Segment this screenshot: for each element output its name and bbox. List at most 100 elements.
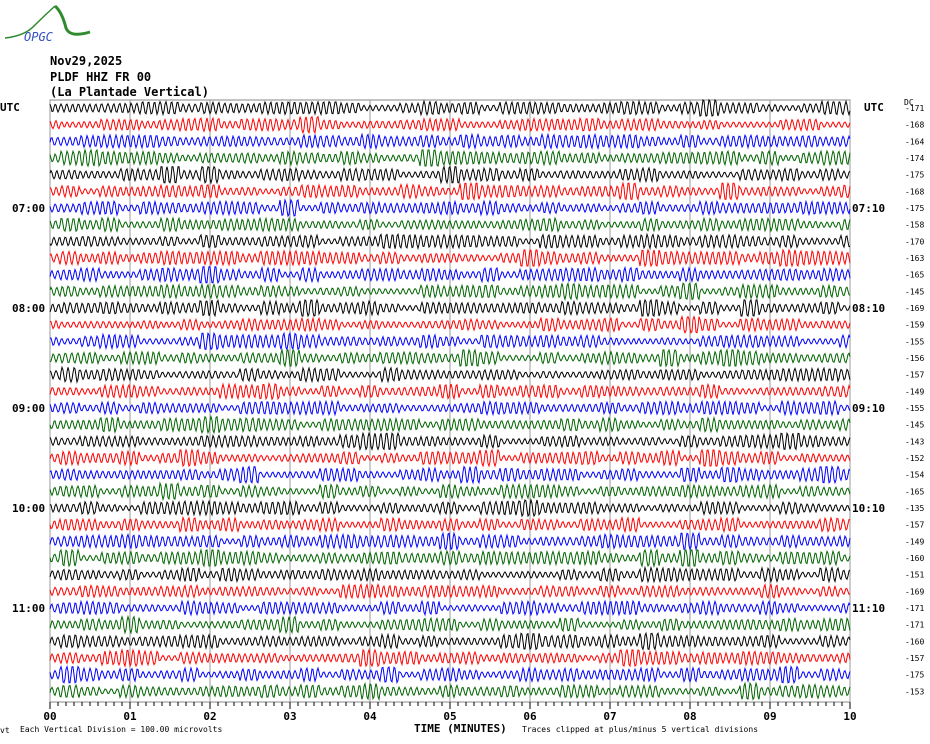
dc-offset-label: -175 bbox=[905, 204, 924, 213]
dc-offset-label: -145 bbox=[905, 421, 924, 430]
right-hour-label: 08:10 bbox=[852, 302, 885, 315]
dc-offset-label: -155 bbox=[905, 337, 924, 346]
x-tick-label: 03 bbox=[283, 710, 296, 723]
dc-offset-label: -149 bbox=[905, 387, 924, 396]
left-hour-label: 09:00 bbox=[12, 402, 45, 415]
dc-offset-label: -155 bbox=[905, 404, 924, 413]
x-tick-label: 10 bbox=[843, 710, 856, 723]
left-utc-title: UTC bbox=[0, 101, 20, 114]
x-tick-label: 08 bbox=[683, 710, 696, 723]
trace-row-3 bbox=[49, 148, 851, 168]
trace-row-21 bbox=[49, 448, 851, 468]
trace-row-30 bbox=[49, 599, 851, 617]
trace-row-8 bbox=[49, 232, 851, 251]
dc-offset-label: -169 bbox=[905, 587, 924, 596]
x-tick-label: 09 bbox=[763, 710, 776, 723]
right-hour-label: 10:10 bbox=[852, 502, 885, 515]
dc-offset-label: -171 bbox=[905, 621, 924, 630]
dc-offset-label: -171 bbox=[905, 104, 924, 113]
date-label: Nov29,2025 bbox=[50, 54, 122, 68]
trace-row-18 bbox=[49, 399, 851, 417]
x-tick-label: 01 bbox=[123, 710, 137, 723]
right-hour-label: 07:10 bbox=[852, 202, 885, 215]
x-tick-label: 07 bbox=[603, 710, 616, 723]
trace-row-25 bbox=[49, 515, 851, 534]
trace-row-6 bbox=[49, 198, 851, 218]
trace-row-14 bbox=[49, 331, 851, 351]
trace-row-26 bbox=[49, 531, 851, 552]
location-label: (La Plantade Vertical) bbox=[50, 85, 209, 99]
dc-offset-label: -171 bbox=[905, 604, 924, 613]
dc-offset-label: -175 bbox=[905, 171, 924, 180]
trace-row-20 bbox=[49, 431, 851, 452]
x-tick-label: 06 bbox=[523, 710, 537, 723]
dc-offset-label: -157 bbox=[905, 654, 924, 663]
trace-row-10 bbox=[49, 265, 851, 285]
trace-row-19 bbox=[49, 414, 851, 435]
trace-row-24 bbox=[49, 498, 851, 518]
scale-note: Each Vertical Division = 100.00 microvol… bbox=[20, 725, 222, 734]
dc-offset-label: -156 bbox=[905, 354, 924, 363]
dc-offset-label: -168 bbox=[905, 121, 924, 130]
trace-row-28 bbox=[49, 565, 851, 584]
trace-row-12 bbox=[49, 298, 851, 318]
dc-offset-label: -149 bbox=[905, 537, 924, 546]
trace-row-33 bbox=[49, 648, 851, 668]
dc-offset-label: -165 bbox=[905, 271, 924, 280]
trace-row-7 bbox=[49, 216, 851, 234]
trace-row-29 bbox=[49, 582, 851, 600]
trace-row-0 bbox=[49, 98, 851, 117]
svg-text:OPGC: OPGC bbox=[24, 30, 54, 44]
station-label: PLDF HHZ FR 00 bbox=[50, 70, 151, 84]
dc-offset-label: -145 bbox=[905, 287, 924, 296]
trace-row-27 bbox=[49, 548, 851, 568]
x-tick-label: 04 bbox=[363, 710, 377, 723]
trace-row-31 bbox=[49, 614, 851, 635]
x-tick-label: 02 bbox=[203, 710, 216, 723]
corner-mark: vt bbox=[0, 726, 10, 735]
dc-offset-label: -143 bbox=[905, 437, 924, 446]
left-hour-label: 07:00 bbox=[12, 202, 45, 215]
x-tick-label: 00 bbox=[43, 710, 56, 723]
x-axis-label: TIME (MINUTES) bbox=[414, 722, 507, 735]
dc-offset-label: -169 bbox=[905, 304, 924, 313]
trace-row-15 bbox=[49, 348, 851, 368]
dc-offset-label: -153 bbox=[905, 687, 924, 696]
trace-row-34 bbox=[49, 665, 851, 685]
trace-row-22 bbox=[49, 465, 851, 485]
dc-offset-label: -163 bbox=[905, 254, 924, 263]
trace-row-32 bbox=[49, 631, 851, 651]
x-tick-label: 05 bbox=[443, 710, 456, 723]
dc-offset-label: -135 bbox=[905, 504, 924, 513]
trace-row-16 bbox=[49, 365, 851, 384]
trace-row-13 bbox=[49, 315, 851, 335]
trace-row-9 bbox=[49, 248, 851, 268]
dc-offset-label: -164 bbox=[905, 137, 924, 146]
left-hour-label: 11:00 bbox=[12, 602, 45, 615]
right-utc-title: UTC bbox=[864, 101, 884, 114]
trace-row-11 bbox=[49, 281, 851, 302]
dc-offset-label: -159 bbox=[905, 321, 924, 330]
dc-title: DC bbox=[904, 98, 914, 107]
dc-offset-label: -154 bbox=[905, 471, 924, 480]
dc-offset-label: -160 bbox=[905, 637, 924, 646]
dc-offset-label: -165 bbox=[905, 487, 924, 496]
right-hour-label: 11:10 bbox=[852, 602, 885, 615]
trace-row-17 bbox=[49, 381, 851, 401]
trace-row-5 bbox=[49, 181, 851, 202]
left-hour-label: 10:00 bbox=[12, 502, 45, 515]
right-hour-label: 09:10 bbox=[852, 402, 885, 415]
dc-offset-label: -160 bbox=[905, 554, 924, 563]
trace-row-23 bbox=[49, 481, 851, 502]
left-hour-label: 08:00 bbox=[12, 302, 45, 315]
dc-offset-label: -168 bbox=[905, 187, 924, 196]
opgc-logo: OPGC bbox=[4, 4, 91, 44]
dc-offset-label: -157 bbox=[905, 521, 924, 530]
trace-row-35 bbox=[49, 681, 851, 702]
dc-offset-label: -152 bbox=[905, 454, 924, 463]
dc-offset-label: -157 bbox=[905, 371, 924, 380]
dc-offset-label: -158 bbox=[905, 221, 924, 230]
trace-row-1 bbox=[49, 115, 851, 135]
dc-offset-label: -151 bbox=[905, 571, 924, 580]
